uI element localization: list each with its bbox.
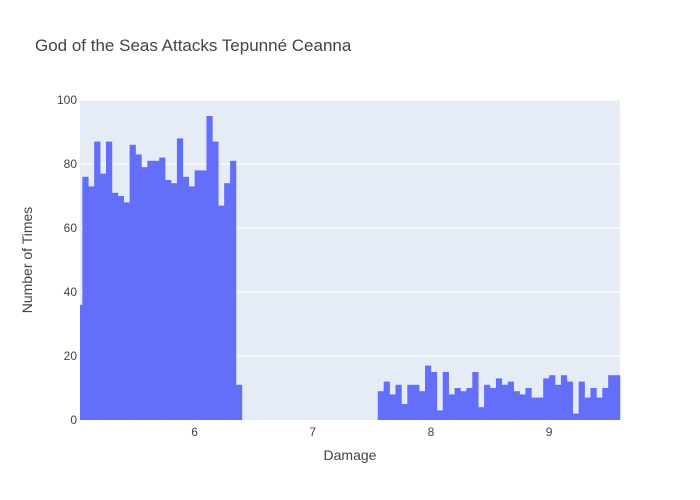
bars [80, 116, 621, 421]
y-axis-ticks: 0 20 40 60 80 100 [57, 93, 77, 427]
histogram-bar [165, 180, 172, 420]
histogram-bar [495, 378, 503, 420]
histogram-bar [614, 375, 621, 420]
histogram-bar [460, 391, 467, 420]
histogram-bar [490, 388, 497, 420]
histogram-bar [442, 372, 449, 420]
histogram-bar [590, 388, 597, 420]
histogram-bar [235, 384, 243, 420]
histogram-bar [602, 388, 609, 420]
histogram-bar [537, 397, 544, 420]
histogram-bar [141, 167, 148, 420]
histogram-bar [182, 176, 190, 420]
histogram-bar [407, 384, 414, 420]
y-tick-label: 60 [64, 221, 78, 235]
y-tick-label: 100 [57, 93, 77, 107]
y-tick-label: 80 [64, 157, 78, 171]
histogram-bar [578, 381, 585, 420]
histogram-bar [176, 138, 184, 420]
histogram-bar [230, 160, 237, 421]
histogram-bar [389, 394, 396, 420]
x-axis-title: Damage [324, 447, 377, 463]
histogram-bar [129, 144, 136, 421]
histogram-bar [454, 388, 461, 420]
histogram-bar [584, 397, 591, 420]
histogram-bar [123, 202, 130, 420]
y-tick-label: 0 [70, 413, 77, 427]
histogram-bar [430, 372, 438, 420]
histogram-bar [117, 196, 125, 420]
histogram-bar [608, 375, 615, 420]
histogram-bar [448, 394, 455, 420]
histogram-bar [436, 410, 444, 420]
histogram-bar [478, 407, 485, 420]
x-axis-ticks: 6 7 8 9 [191, 425, 552, 439]
histogram-bar [519, 394, 526, 420]
y-axis-title: Number of Times [19, 207, 35, 314]
histogram-bar [425, 365, 432, 420]
histogram-bar [413, 384, 420, 420]
histogram-bar [549, 375, 556, 420]
histogram-bar [194, 170, 201, 420]
histogram-bar [531, 397, 538, 420]
histogram-bar [543, 378, 550, 420]
histogram-bar [94, 141, 101, 420]
histogram-bar [525, 388, 532, 420]
histogram-bar [419, 391, 426, 420]
histogram-bar [82, 176, 89, 420]
histogram-bar [466, 388, 473, 420]
histogram-bar [513, 391, 520, 420]
histogram-bar [200, 170, 207, 420]
histogram-bar [147, 160, 154, 421]
histogram-bar [507, 381, 514, 420]
histogram-bar [159, 157, 166, 420]
histogram-bar [212, 141, 219, 420]
histogram-bar [100, 173, 107, 420]
histogram-bar [484, 384, 491, 420]
chart-title: God of the Seas Attacks Tepunné Ceanna [35, 36, 352, 55]
histogram-bar [560, 375, 568, 420]
histogram-bar [218, 205, 225, 420]
histogram-bar [377, 391, 384, 420]
y-tick-label: 40 [64, 285, 78, 299]
x-tick-label: 6 [191, 425, 198, 439]
histogram-bar [566, 381, 574, 420]
histogram-bar [224, 183, 231, 420]
histogram-bar [472, 372, 479, 420]
histogram-bar [80, 304, 83, 420]
x-tick-label: 7 [309, 425, 316, 439]
histogram-bar [395, 384, 402, 420]
histogram-bar [383, 381, 390, 420]
histogram-bar [188, 186, 195, 420]
histogram-bar [135, 154, 142, 420]
histogram-bar [88, 186, 95, 420]
histogram-bar [206, 116, 213, 420]
histogram-bar [401, 404, 408, 420]
histogram-bar [501, 384, 509, 420]
histogram-bar [596, 397, 603, 420]
histogram-bar [111, 192, 119, 420]
histogram-bar [153, 160, 160, 421]
y-tick-label: 20 [64, 349, 78, 363]
histogram-bar [572, 413, 579, 420]
histogram-bar [105, 141, 113, 420]
x-tick-label: 9 [546, 425, 553, 439]
histogram-bar [170, 183, 178, 420]
x-tick-label: 8 [428, 425, 435, 439]
histogram-bar [555, 384, 562, 420]
